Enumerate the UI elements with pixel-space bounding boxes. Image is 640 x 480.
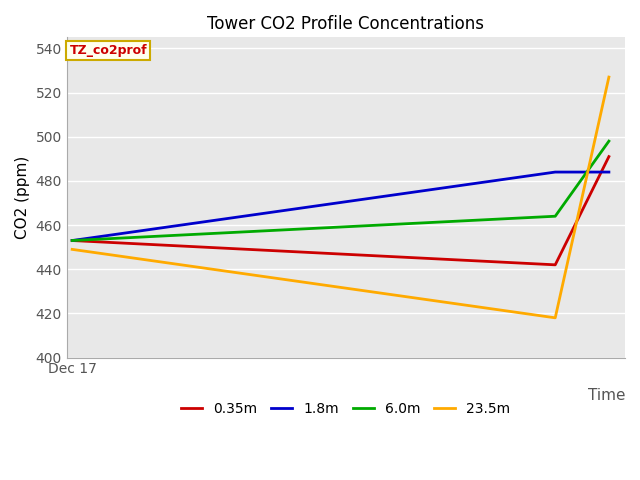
Text: Time: Time — [588, 388, 625, 403]
Legend: 0.35m, 1.8m, 6.0m, 23.5m: 0.35m, 1.8m, 6.0m, 23.5m — [176, 396, 516, 421]
Y-axis label: CO2 (ppm): CO2 (ppm) — [15, 156, 30, 239]
Text: TZ_co2prof: TZ_co2prof — [70, 44, 147, 57]
Title: Tower CO2 Profile Concentrations: Tower CO2 Profile Concentrations — [207, 15, 484, 33]
